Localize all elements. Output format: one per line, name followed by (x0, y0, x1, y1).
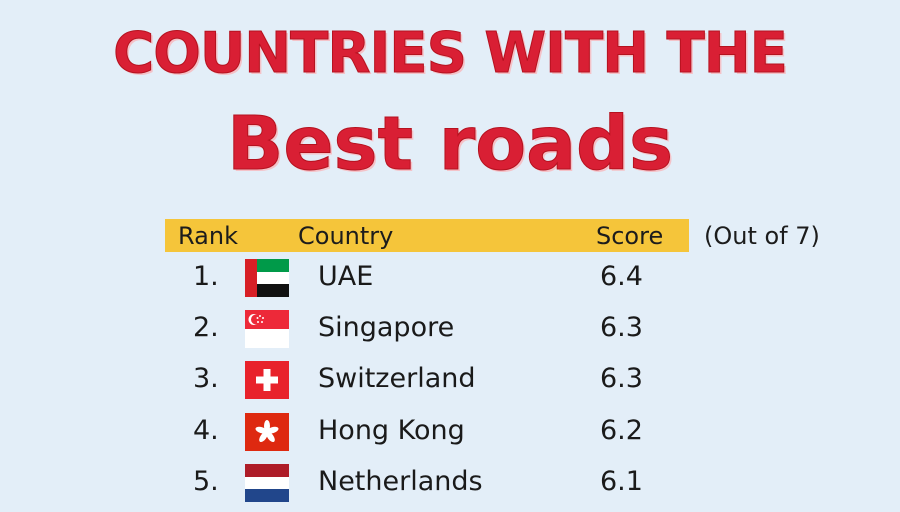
rank-cell: 5. (193, 466, 219, 497)
score-cell: 6.3 (600, 363, 643, 394)
score-cell: 6.4 (600, 261, 643, 292)
country-cell: Netherlands (318, 466, 483, 497)
column-header-country: Country (298, 222, 394, 250)
switzerland-flag-icon (245, 361, 289, 399)
table-row: 2. Singapore 6.3 (0, 306, 900, 358)
table-header-band (165, 219, 689, 252)
rank-cell: 3. (193, 363, 219, 394)
score-cell: 6.3 (600, 312, 643, 343)
country-cell: Hong Kong (318, 415, 465, 446)
score-cell: 6.1 (600, 466, 643, 497)
title-line-2: Best roads (226, 101, 674, 188)
country-cell: UAE (318, 261, 374, 292)
singapore-flag-icon (245, 310, 289, 348)
country-cell: Switzerland (318, 363, 476, 394)
table-row: 1. UAE 6.4 (0, 255, 900, 307)
table-row: 3. Switzerland 6.3 (0, 357, 900, 409)
country-cell: Singapore (318, 312, 455, 343)
table-row: 5. Netherlands 6.1 (0, 460, 900, 512)
hong-kong-flag-icon (245, 413, 289, 451)
title-line-1: COUNTRIES WITH THE (113, 21, 789, 87)
column-header-score: Score (596, 222, 664, 250)
score-note: (Out of 7) (704, 222, 820, 250)
rank-cell: 2. (193, 312, 219, 343)
uae-flag-icon (245, 259, 289, 297)
table-row: 4. Hong Kong 6.2 (0, 409, 900, 461)
score-cell: 6.2 (600, 415, 643, 446)
rank-cell: 1. (193, 261, 219, 292)
rank-cell: 4. (193, 415, 219, 446)
netherlands-flag-icon (245, 464, 289, 502)
column-header-rank: Rank (178, 222, 238, 250)
